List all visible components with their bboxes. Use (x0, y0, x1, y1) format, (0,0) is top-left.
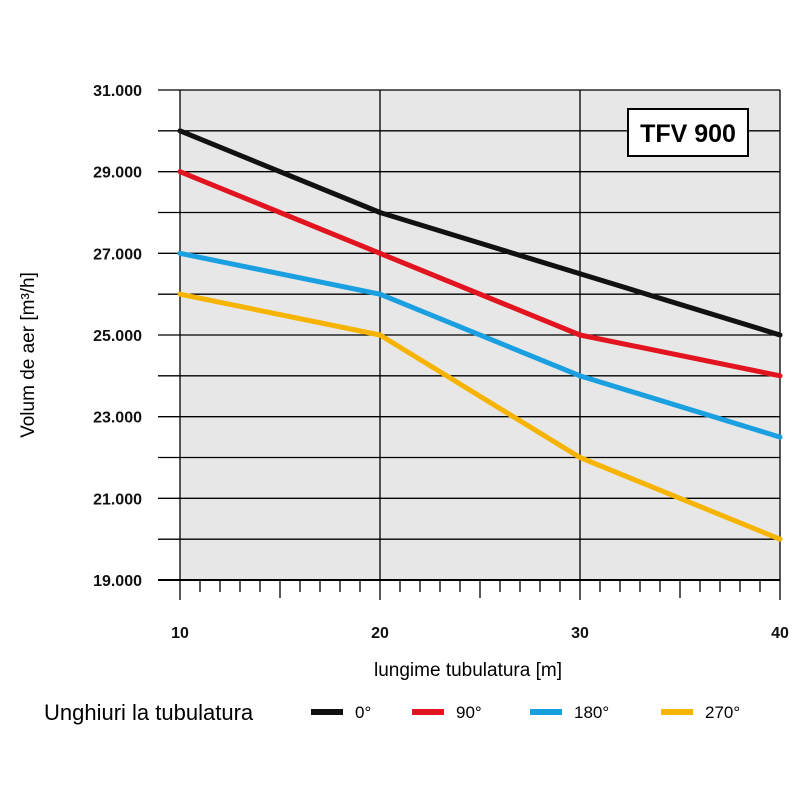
x-axis-title: lungime tubulatura [m] (374, 660, 562, 681)
data-point (177, 128, 183, 134)
data-point (177, 291, 183, 297)
x-tick-label: 20 (371, 625, 389, 642)
data-point (377, 332, 383, 338)
y-tick-label: 27.000 (93, 246, 142, 263)
series-group (177, 128, 783, 542)
series-line-0deg (179, 128, 781, 338)
legend: 0° 90° 180° 270° (311, 703, 740, 722)
title-badge: TFV 900 (627, 108, 749, 157)
data-point (377, 210, 383, 215)
data-point (577, 271, 583, 277)
data-point (377, 291, 383, 297)
series-line-90deg (179, 169, 781, 379)
y-tick-label: 19.000 (93, 573, 142, 590)
data-point (777, 536, 783, 542)
x-tick-label: 30 (571, 625, 589, 642)
series-line-180deg (179, 250, 781, 440)
x-tick-labels: 10 20 30 40 (171, 625, 789, 642)
data-point (777, 373, 783, 379)
y-tick-labels: 19.000 21.000 23.000 25.000 27.000 29.000 31.0… (93, 83, 142, 590)
y-axis-title: Volum de aer [m³/h] (18, 272, 39, 438)
title-badge-border (627, 108, 749, 157)
y-tick-label: 23.000 (93, 410, 142, 427)
y-tick-label: 31.000 (93, 83, 142, 100)
data-point (777, 434, 783, 440)
series-line-270deg (179, 291, 781, 542)
data-point (177, 250, 183, 256)
data-point (577, 455, 583, 460)
grid (158, 89, 781, 600)
legend-title: Unghiuri la tubulatura (44, 700, 254, 725)
y-tick-label: 25.000 (93, 328, 142, 345)
legend-label: 0° (355, 703, 371, 722)
legend-label: 270° (705, 703, 740, 722)
data-point (177, 169, 183, 175)
data-point (577, 373, 583, 379)
legend-label: 90° (456, 703, 482, 722)
legend-label: 180° (574, 703, 609, 722)
data-point (377, 250, 383, 256)
data-point (777, 332, 783, 338)
x-tick-label: 40 (771, 625, 789, 642)
y-tick-label: 21.000 (93, 491, 142, 508)
data-point (577, 332, 583, 338)
x-tick-label: 10 (171, 625, 189, 642)
chart-title: TFV 900 (640, 120, 736, 148)
y-tick-label: 29.000 (93, 165, 142, 182)
